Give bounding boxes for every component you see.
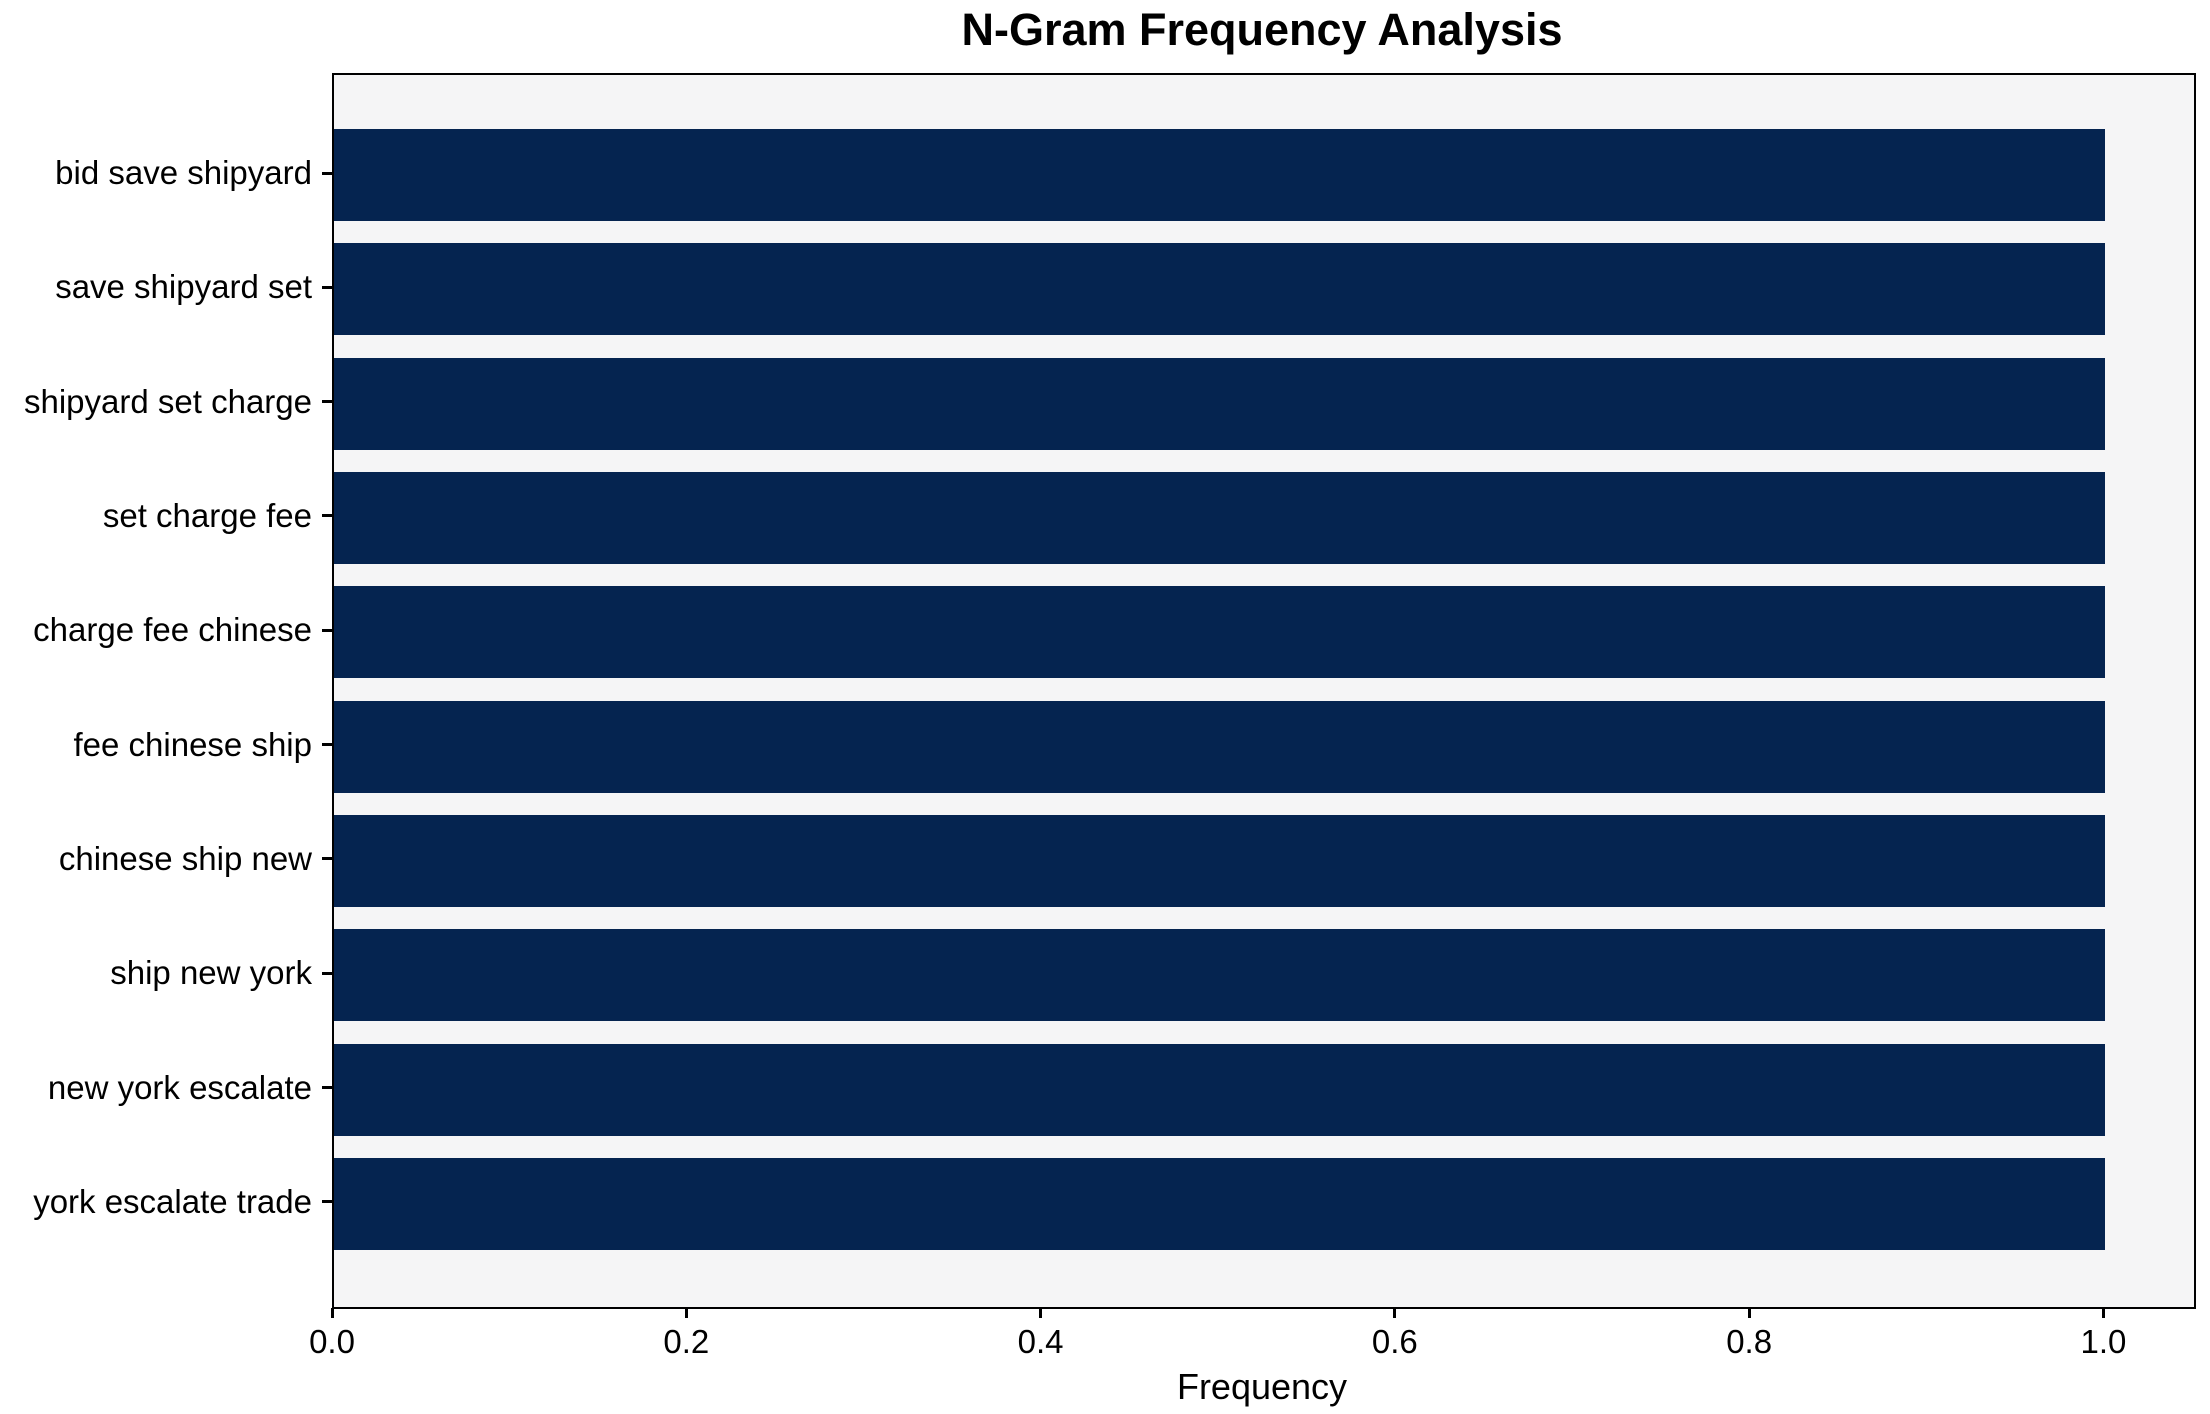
x-tick-mark [1393, 1307, 1397, 1318]
y-tick-mark [322, 857, 332, 861]
y-tick-mark [322, 971, 332, 975]
bar [334, 1043, 2106, 1136]
x-tick-mark [330, 1307, 334, 1318]
x-tick-label: 0.8 [1726, 1323, 1773, 1360]
x-tick-mark [684, 1307, 688, 1318]
y-tick-mark [322, 628, 332, 632]
y-tick-label: chinese ship new [58, 839, 312, 877]
chart-title: N-Gram Frequency Analysis [961, 4, 1563, 55]
x-tick-label: 0.0 [309, 1323, 355, 1360]
y-tick-mark [322, 400, 332, 404]
y-tick-label: shipyard set charge [24, 382, 312, 420]
plot-area [332, 73, 2196, 1309]
bar [334, 357, 2106, 450]
y-tick-mark [322, 1200, 332, 1204]
y-tick-label: charge fee chinese [33, 611, 312, 649]
bar [334, 1157, 2106, 1250]
bar [334, 129, 2106, 221]
y-tick-mark [322, 1086, 332, 1090]
bar [334, 586, 2106, 679]
x-tick-mark [2101, 1307, 2105, 1318]
y-tick-label: york escalate trade [33, 1182, 312, 1220]
y-tick-mark [322, 285, 332, 289]
bar [334, 929, 2106, 1022]
x-tick-label: 0.2 [663, 1323, 710, 1360]
y-tick-label: ship new york [110, 954, 312, 992]
y-tick-mark [322, 171, 332, 175]
bar [334, 814, 2106, 907]
bar [334, 243, 2106, 336]
x-tick-mark [1747, 1307, 1751, 1318]
x-tick-mark [1039, 1307, 1043, 1318]
y-tick-label: bid save shipyard [55, 154, 312, 191]
x-axis-label: Frequency [1176, 1366, 1348, 1407]
y-tick-label: save shipyard set [55, 268, 312, 306]
y-tick-mark [322, 514, 332, 518]
bar [334, 700, 2106, 793]
x-tick-label: 1.0 [2080, 1323, 2127, 1360]
x-tick-label: 0.6 [1371, 1323, 1418, 1360]
y-tick-label: fee chinese ship [73, 725, 313, 763]
y-tick-label: new york escalate [47, 1068, 312, 1106]
bar [334, 471, 2106, 564]
x-tick-label: 0.4 [1017, 1323, 1064, 1360]
y-tick-label: set charge fee [102, 496, 312, 534]
y-tick-mark [322, 743, 332, 747]
